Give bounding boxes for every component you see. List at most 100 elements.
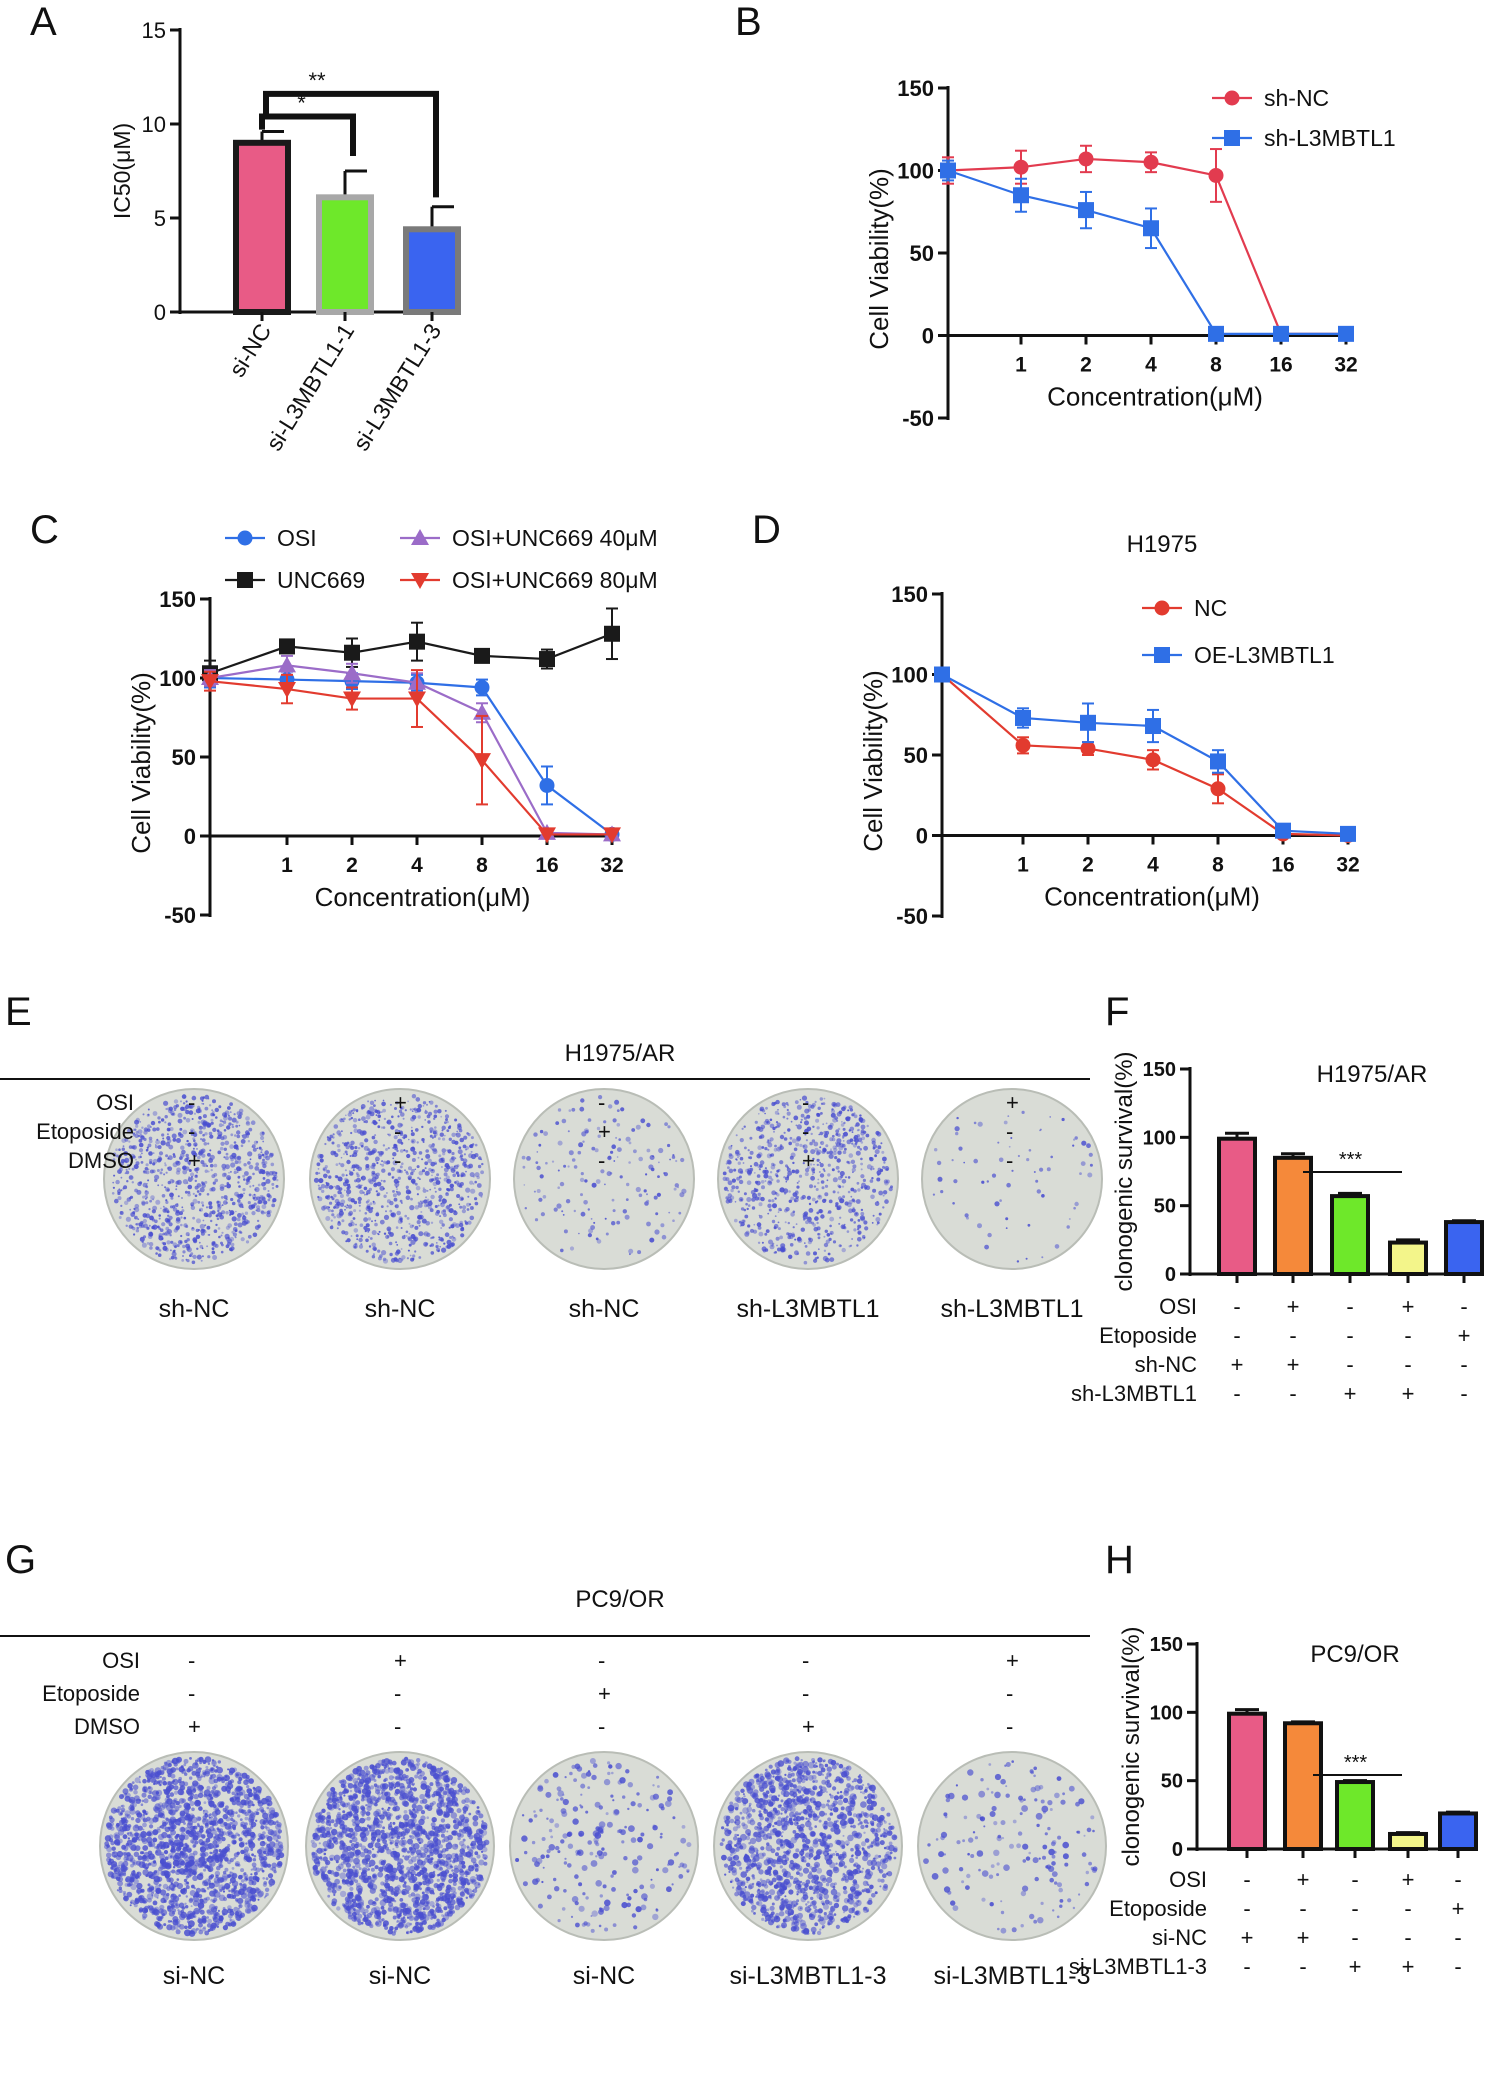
c-point-1-2 <box>344 644 360 661</box>
b-y-tick-label: 150 <box>897 76 934 101</box>
g-dish-0-colony <box>142 1822 147 1828</box>
f-bar-2 <box>1330 1194 1370 1276</box>
e-dish-1-colony <box>444 1114 450 1119</box>
e-dish-3-colony <box>742 1162 745 1164</box>
e-dish-3-colony <box>843 1226 847 1230</box>
e-dish-0-colony <box>198 1125 203 1130</box>
d-x-tick-label: 1 <box>1017 854 1029 877</box>
f-y-tick-label: 100 <box>1143 1127 1176 1149</box>
g-dish-0-colony <box>262 1877 266 1880</box>
e-dish-3-colony <box>860 1162 863 1166</box>
g-dish-0-colony <box>166 1845 170 1848</box>
e-dish-3-colony <box>725 1162 728 1165</box>
e-dish-0-colony <box>171 1193 174 1196</box>
g-dish-0-colony <box>172 1779 176 1783</box>
g-dish-0-colony <box>277 1841 281 1844</box>
e-dish-3-colony <box>768 1199 772 1203</box>
e-dish-3-colony <box>876 1200 879 1203</box>
e-dish-1-colony <box>405 1230 409 1234</box>
e-dish-0-colony <box>181 1259 185 1262</box>
g-dish-0-colony <box>238 1842 245 1848</box>
e-dish-0-colony <box>191 1255 194 1257</box>
e-dish-3-colony <box>866 1124 869 1128</box>
e-dish-3-colony <box>827 1252 831 1256</box>
e-dish-1-colony <box>445 1205 450 1210</box>
e-dish-1-colony <box>344 1205 346 1208</box>
e-dish-4-colony <box>1068 1218 1071 1220</box>
e-dish-1-colony <box>368 1111 372 1115</box>
e-dish-1-colony <box>340 1163 345 1168</box>
e-dish-1-colony <box>444 1165 446 1167</box>
e-dish-4-colony <box>1073 1206 1076 1210</box>
e-dish-0-colony <box>240 1139 246 1144</box>
g-dish-0-colony <box>167 1773 172 1778</box>
e-dish-2-colony <box>590 1218 593 1220</box>
e-dish-0-colony <box>165 1200 169 1204</box>
e-dish-2-colony <box>565 1199 571 1204</box>
g-dish-0-colony <box>192 1871 197 1876</box>
e-dish-0-colony <box>126 1164 131 1168</box>
g-dish-0-colony <box>198 1894 203 1899</box>
e-dish-1-colony <box>345 1114 347 1117</box>
g-dish-0-colony <box>239 1818 243 1821</box>
e-dish-0-colony <box>222 1200 228 1205</box>
g-dish-0-colony <box>153 1875 161 1883</box>
e-dish-3-colony <box>837 1184 840 1187</box>
e-dish-1-colony <box>425 1149 430 1153</box>
g-dish-0-colony <box>125 1843 129 1847</box>
e-dish-0-colony <box>165 1226 170 1231</box>
h-condition-sign: + <box>1452 1896 1465 1921</box>
e-dish-1-colony <box>434 1190 437 1193</box>
e-dish-1-colony <box>413 1107 417 1111</box>
g-dish-0-colony <box>215 1874 219 1878</box>
e-dish-1-colony <box>406 1153 411 1159</box>
g-dish-0-colony <box>140 1803 144 1806</box>
h-condition-sign: - <box>1243 1896 1250 1921</box>
e-dish-3-colony <box>771 1101 775 1104</box>
g-dish-0-colony <box>246 1788 252 1794</box>
e-dish-1-colony <box>434 1126 437 1129</box>
e-dish-2-colony <box>573 1209 576 1213</box>
e-dish-1-colony <box>481 1162 484 1166</box>
g-dish-0-colony <box>160 1765 164 1770</box>
a-bar-si-NC <box>233 139 291 315</box>
e-dish-0-colony <box>171 1205 176 1209</box>
e-dish-3-colony <box>773 1224 779 1229</box>
e-dish-3-colony <box>793 1115 799 1121</box>
e-dish-0-colony <box>134 1207 140 1213</box>
g-dish-0-colony <box>142 1916 146 1920</box>
e-dish-1-colony <box>372 1166 376 1170</box>
g-dish-0-colony <box>180 1888 186 1894</box>
e-dish-1-colony <box>350 1235 353 1237</box>
e-dish-3-colony <box>792 1210 796 1214</box>
h-condition-label: si-NC <box>1152 1925 1207 1950</box>
e-dish-4-colony <box>1079 1172 1082 1175</box>
e-dish-0-colony <box>146 1128 151 1132</box>
g-dish-0-colony <box>123 1892 126 1895</box>
e-dish-1-colony <box>380 1111 383 1114</box>
e-dish-3-colony <box>737 1190 740 1193</box>
e-dish-3 <box>717 1088 899 1270</box>
e-dish-1-colony <box>411 1168 415 1173</box>
e-dish-0-colony <box>129 1175 133 1179</box>
e-dish-1-colony <box>335 1185 341 1190</box>
e-dish-3-colony <box>860 1157 863 1161</box>
e-dish-2-colony <box>658 1147 664 1154</box>
e-dish-0-colony <box>194 1194 198 1198</box>
e-dish-0-colony <box>161 1222 166 1227</box>
e-dish-1-colony <box>480 1195 483 1198</box>
g-dish-0-colony <box>121 1804 125 1808</box>
g-dish-0-colony <box>173 1762 178 1767</box>
e-dish-1-colony <box>438 1187 442 1192</box>
e-dish-1-colony <box>476 1175 480 1180</box>
e-dish-2-colony <box>609 1172 613 1175</box>
e-dish-1-colony <box>349 1117 352 1121</box>
e-dish-0-colony <box>172 1162 178 1168</box>
e-dish-0-colony <box>192 1192 195 1195</box>
g-dish-0-colony <box>147 1905 150 1908</box>
e-dish-4-colony <box>1041 1256 1044 1259</box>
e-dish-0-colony <box>173 1099 179 1104</box>
e-dish-2-colony <box>536 1151 539 1153</box>
e-dish-3-colony <box>786 1108 789 1112</box>
